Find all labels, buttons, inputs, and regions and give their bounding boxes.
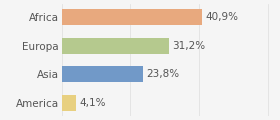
Text: 23,8%: 23,8% bbox=[147, 69, 180, 79]
Text: 4,1%: 4,1% bbox=[79, 98, 106, 108]
Bar bbox=[62, 95, 76, 111]
Bar bbox=[62, 66, 143, 82]
Text: 31,2%: 31,2% bbox=[172, 41, 205, 51]
Bar bbox=[62, 9, 202, 25]
Text: 40,9%: 40,9% bbox=[206, 12, 238, 22]
Bar bbox=[62, 38, 169, 54]
